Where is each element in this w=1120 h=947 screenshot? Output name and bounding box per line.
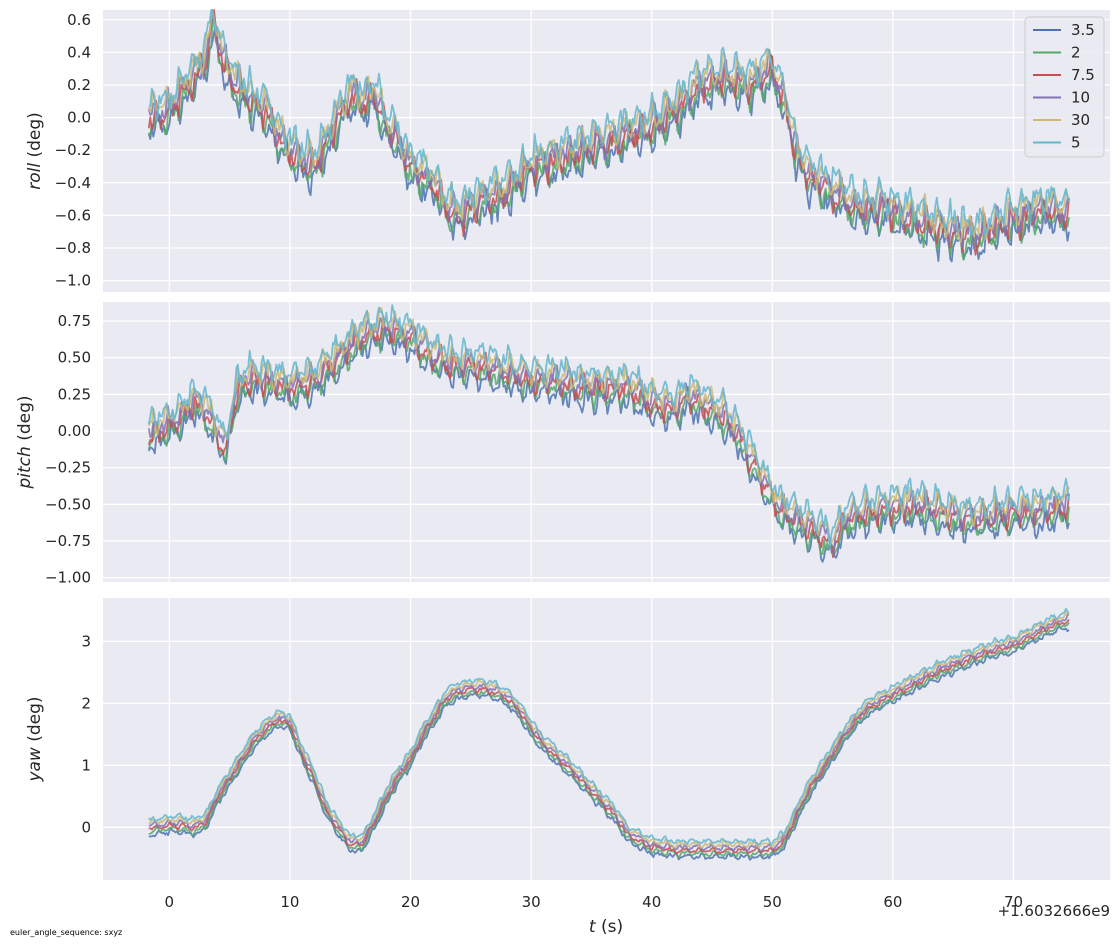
- y-tick-label: −1.0: [55, 272, 91, 290]
- x-tick-label: 40: [642, 893, 661, 911]
- x-tick-label: 30: [522, 893, 541, 911]
- x-tick-label: 60: [883, 893, 902, 911]
- series-line-pitch-5: [147, 304, 1070, 548]
- y-tick-label: 0.6: [67, 11, 91, 29]
- series-line-roll-7.5: [147, 9, 1070, 256]
- legend-label-7.5: 7.5: [1071, 66, 1095, 84]
- y-tick-label: 0.00: [58, 422, 91, 440]
- legend-label-30: 30: [1071, 111, 1090, 129]
- legend: 3.5 2 7.5 10 30 5: [1024, 16, 1105, 158]
- y-axis-label-pitch: pitch (deg): [15, 395, 35, 489]
- x-offset-text: +1.6032666e9: [998, 902, 1110, 920]
- panel-pitch: −1.00 −0.75 −0.50 −0.25 0.00 0.25 0.50 0.75 pitc…: [15, 302, 1110, 587]
- y-tick-label: −0.75: [45, 532, 91, 550]
- y-tick-label: 0.2: [67, 76, 91, 94]
- x-tick-label: 50: [763, 893, 782, 911]
- legend-label-10: 10: [1071, 89, 1090, 107]
- panel-roll: −1.0 −0.8 −0.6 −0.4 −0.2 0.0 0.2 0.4 0.6 roll (de…: [25, 9, 1110, 292]
- y-tick-label: 0: [81, 818, 91, 836]
- y-tick-label: −0.50: [45, 495, 91, 513]
- series-line-roll-10: [147, 9, 1070, 250]
- y-tick-label: −1.00: [45, 569, 91, 587]
- legend-label-3.5: 3.5: [1071, 21, 1095, 39]
- y-tick-label: 0.0: [67, 109, 91, 127]
- series-line-yaw-10: [148, 613, 1069, 852]
- x-tick-label: 0: [165, 893, 175, 911]
- x-tick-label: 20: [401, 893, 420, 911]
- y-tick-label: −0.4: [55, 174, 91, 192]
- plot-area: [103, 598, 1110, 880]
- series-line-roll-5: [148, 9, 1070, 237]
- y-tick-label: −0.25: [45, 459, 91, 477]
- legend-label-2: 2: [1071, 44, 1081, 62]
- y-tick-label: 1: [81, 756, 91, 774]
- x-axis-label: t (s): [589, 917, 623, 937]
- series-line-yaw-30: [148, 611, 1070, 849]
- legend-label-5: 5: [1071, 134, 1081, 152]
- y-axis-label-roll: roll (deg): [25, 112, 45, 190]
- y-tick-label: −0.8: [55, 239, 91, 257]
- y-tick-label: −0.6: [55, 206, 91, 224]
- y-tick-label: −0.2: [55, 141, 91, 159]
- x-tick-label: 10: [280, 893, 299, 911]
- x-tick-label: 70: [1004, 893, 1023, 911]
- y-tick-label: 0.4: [67, 43, 91, 61]
- y-tick-label: 3: [81, 632, 91, 650]
- panel-yaw: 0 1 2 3 yaw (deg) 0 10 20 30 40 50 60 70: [25, 598, 1110, 911]
- y-tick-label: 0.25: [58, 385, 91, 403]
- footnote: euler_angle_sequence: sxyz: [10, 928, 122, 937]
- y-tick-label: 0.50: [58, 349, 91, 367]
- y-tick-label: 0.75: [58, 312, 91, 330]
- y-axis-label-yaw: yaw (deg): [25, 696, 45, 782]
- plot-area: [103, 302, 1110, 582]
- y-tick-label: 2: [81, 694, 91, 712]
- series-line-yaw-5: [148, 607, 1070, 846]
